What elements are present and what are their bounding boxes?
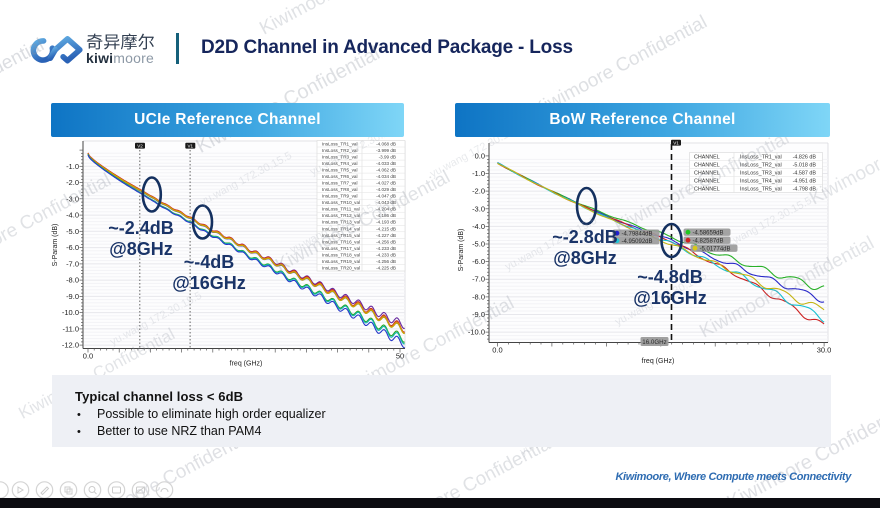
svg-text:-4.233 dB: -4.233 dB (376, 246, 396, 251)
svg-text:-3.99 dB: -3.99 dB (379, 155, 396, 160)
svg-text:-5.01774dB: -5.01774dB (700, 246, 731, 252)
svg-text:-8.0: -8.0 (66, 276, 79, 285)
svg-text:-4.204 dB: -4.204 dB (376, 207, 396, 212)
svg-text:V1: V1 (673, 141, 679, 146)
svg-text:-10.0: -10.0 (62, 308, 79, 317)
svg-text:-4.0: -4.0 (472, 222, 485, 231)
svg-text:S-Param (dB): S-Param (dB) (458, 229, 465, 272)
svg-text:InsLoss_TR3_val: InsLoss_TR3_val (740, 171, 782, 177)
svg-text:-1.0: -1.0 (66, 162, 79, 171)
svg-text:0.0: 0.0 (475, 151, 485, 160)
svg-text:InsLoss_TR1_val: InsLoss_TR1_val (740, 155, 782, 161)
svg-text:-4.95092dB: -4.95092dB (622, 239, 653, 245)
svg-text:InsLoss_TR4_val: InsLoss_TR4_val (322, 161, 358, 166)
svg-text:-4.034 dB: -4.034 dB (376, 174, 396, 179)
svg-text:CHANNEL: CHANNEL (694, 179, 720, 185)
svg-text:0.0: 0.0 (492, 346, 502, 355)
svg-text:CHANNEL: CHANNEL (694, 155, 720, 161)
svg-text:InsLoss_TR17_val: InsLoss_TR17_val (322, 246, 360, 251)
svg-text:CHANNEL: CHANNEL (694, 187, 720, 193)
svg-text:-4.027 dB: -4.027 dB (376, 181, 396, 186)
svg-text:-11.0: -11.0 (62, 324, 79, 333)
svg-text:InsLoss_TR12_val: InsLoss_TR12_val (322, 213, 360, 218)
svg-text:-4.233 dB: -4.233 dB (376, 252, 396, 257)
svg-text:V2: V2 (137, 144, 143, 149)
svg-text:InsLoss_TR5_val: InsLoss_TR5_val (740, 187, 782, 193)
svg-text:-4.068 dB: -4.068 dB (376, 142, 396, 147)
svg-text:InsLoss_TR16_val: InsLoss_TR16_val (322, 239, 360, 244)
svg-text:-4.256 dB: -4.256 dB (376, 259, 396, 264)
svg-text:InsLoss_TR14_val: InsLoss_TR14_val (322, 226, 360, 231)
svg-text:-7.0: -7.0 (66, 259, 79, 268)
svg-text:-12.0: -12.0 (62, 341, 79, 350)
svg-text:-5.0: -5.0 (66, 227, 79, 236)
svg-text:-4.062 dB: -4.062 dB (376, 168, 396, 173)
svg-text:-4.58659dB: -4.58659dB (693, 230, 724, 236)
svg-text:16.0GHz: 16.0GHz (642, 339, 666, 346)
svg-text:-3.0: -3.0 (66, 194, 79, 203)
svg-text:-4.798 dB: -4.798 dB (793, 187, 817, 193)
svg-text:50: 50 (396, 352, 404, 361)
svg-text:-1.0: -1.0 (472, 169, 485, 178)
svg-text:CHANNEL: CHANNEL (694, 163, 720, 169)
svg-text:InsLoss_TR11_val: InsLoss_TR11_val (322, 207, 360, 212)
svg-text:-6.0: -6.0 (66, 243, 79, 252)
svg-text:-4.0: -4.0 (66, 211, 79, 220)
svg-text:0.0: 0.0 (83, 352, 93, 361)
svg-text:InsLoss_TR4_val: InsLoss_TR4_val (740, 179, 782, 185)
svg-text:InsLoss_TR9_val: InsLoss_TR9_val (322, 194, 358, 199)
svg-text:InsLoss_TR8_val: InsLoss_TR8_val (322, 187, 358, 192)
svg-text:InsLoss_TR10_val: InsLoss_TR10_val (322, 200, 360, 205)
svg-text:-4.033 dB: -4.033 dB (376, 161, 396, 166)
svg-text:InsLoss_TR20_val: InsLoss_TR20_val (322, 265, 360, 270)
svg-text:-6.0: -6.0 (472, 257, 485, 266)
svg-text:-5.018 dB: -5.018 dB (793, 163, 817, 169)
svg-text:-4.951 dB: -4.951 dB (793, 179, 817, 185)
svg-text:-8.0: -8.0 (472, 292, 485, 301)
svg-text:-10.0: -10.0 (468, 328, 485, 337)
svg-text:-4.79844dB: -4.79844dB (622, 231, 653, 237)
svg-text:-4.047 dB: -4.047 dB (376, 194, 396, 199)
svg-text:30.0: 30.0 (817, 346, 832, 355)
svg-text:InsLoss_TR7_val: InsLoss_TR7_val (322, 181, 358, 186)
svg-text:-3.999 dB: -3.999 dB (376, 148, 396, 153)
svg-text:-4.215 dB: -4.215 dB (376, 226, 396, 231)
svg-text:-7.0: -7.0 (472, 275, 485, 284)
svg-text:-4.043 dB: -4.043 dB (376, 200, 396, 205)
svg-text:InsLoss_TR1_val: InsLoss_TR1_val (322, 142, 358, 147)
svg-text:InsLoss_TR13_val: InsLoss_TR13_val (322, 220, 360, 225)
svg-text:-4.193 dB: -4.193 dB (376, 220, 396, 225)
svg-text:-9.0: -9.0 (66, 292, 79, 301)
svg-text:-4.186 dB: -4.186 dB (376, 213, 396, 218)
svg-text:InsLoss_TR15_val: InsLoss_TR15_val (322, 233, 360, 238)
svg-text:InsLoss_TR2_val: InsLoss_TR2_val (740, 163, 782, 169)
svg-text:-4.225 dB: -4.225 dB (376, 265, 396, 270)
svg-text:V1: V1 (188, 144, 194, 149)
svg-text:-4.826 dB: -4.826 dB (793, 155, 817, 161)
svg-text:-5.0: -5.0 (472, 240, 485, 249)
svg-text:InsLoss_TR3_val: InsLoss_TR3_val (322, 155, 358, 160)
svg-text:-2.0: -2.0 (66, 178, 79, 187)
svg-text:InsLoss_TR2_val: InsLoss_TR2_val (322, 148, 358, 153)
svg-text:freq (GHz): freq (GHz) (642, 358, 675, 365)
svg-text:freq (GHz): freq (GHz) (230, 361, 263, 368)
svg-text:InsLoss_TR6_val: InsLoss_TR6_val (322, 174, 358, 179)
svg-text:-4.587 dB: -4.587 dB (793, 171, 817, 177)
svg-text:-4.256 dB: -4.256 dB (376, 239, 396, 244)
svg-text:-9.0: -9.0 (472, 310, 485, 319)
svg-text:S-Param (dB): S-Param (dB) (52, 224, 59, 267)
svg-text:InsLoss_TR5_val: InsLoss_TR5_val (322, 168, 358, 173)
svg-text:-2.0: -2.0 (472, 187, 485, 196)
svg-text:-4.82587dB: -4.82587dB (693, 238, 724, 244)
svg-text:InsLoss_TR18_val: InsLoss_TR18_val (322, 252, 360, 257)
svg-text:-3.0: -3.0 (472, 204, 485, 213)
svg-text:CHANNEL: CHANNEL (694, 171, 720, 177)
svg-text:-4.227 dB: -4.227 dB (376, 233, 396, 238)
svg-text:InsLoss_TR19_val: InsLoss_TR19_val (322, 259, 360, 264)
svg-text:-4.029 dB: -4.029 dB (376, 187, 396, 192)
